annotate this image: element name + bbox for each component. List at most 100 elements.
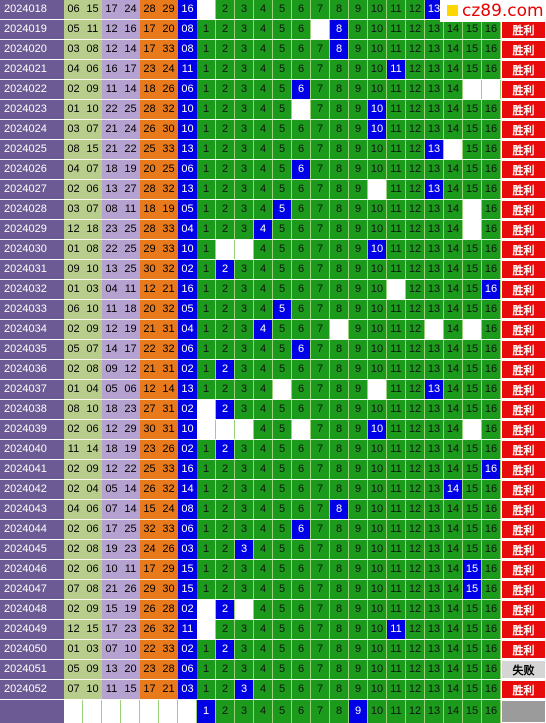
trend-cell: 9: [349, 380, 368, 399]
trend-cell: 10: [368, 80, 387, 99]
trend-cell: 4: [254, 460, 273, 479]
red-ball: 17: [102, 620, 121, 639]
trend-cell: 1: [197, 200, 216, 219]
trend-cell: 14: [444, 180, 463, 199]
issue-number: 2024021: [0, 60, 64, 79]
result-badge: 胜利: [501, 140, 546, 159]
prediction-pick-cell[interactable]: 1: [197, 700, 216, 723]
trend-cell: 10: [368, 360, 387, 379]
blue-ball: 08: [178, 20, 197, 39]
trend-cell: 12: [406, 320, 425, 339]
trend-cell: 9: [349, 200, 368, 219]
trend-cell[interactable]: 12: [406, 700, 425, 723]
trend-cell: 1: [197, 640, 216, 659]
trend-cell: 9: [349, 660, 368, 679]
trend-cell: 4: [254, 420, 273, 439]
trend-cell: 15: [463, 480, 482, 499]
trend-cell: 5: [273, 360, 292, 379]
trend-cell: 11: [387, 120, 406, 139]
prediction-blank-cell: [102, 700, 121, 723]
trend-cell[interactable]: 2: [216, 700, 235, 723]
trend-cell: 14: [444, 500, 463, 519]
trend-cell: 11: [387, 340, 406, 359]
trend-cell[interactable]: 13: [425, 700, 444, 723]
trend-cell: 15: [463, 600, 482, 619]
trend-cell: 12: [406, 680, 425, 699]
trend-cell: [330, 320, 349, 339]
trend-cell[interactable]: 6: [292, 700, 311, 723]
trend-cell: 10: [368, 600, 387, 619]
trend-cell: 8: [330, 60, 349, 79]
trend-cell[interactable]: 14: [444, 700, 463, 723]
trend-cell: 6: [292, 20, 311, 39]
trend-cell: 14: [444, 160, 463, 179]
trend-cell: 12: [406, 200, 425, 219]
trend-cell: 4: [254, 520, 273, 539]
trend-cell: 7: [311, 120, 330, 139]
trend-cell: 15: [463, 660, 482, 679]
site-logo[interactable]: cz89.com: [440, 0, 546, 22]
trend-cell: 2: [216, 540, 235, 559]
red-ball: 21: [159, 280, 178, 299]
red-ball: 17: [121, 60, 140, 79]
trend-cell: 15: [463, 180, 482, 199]
trend-cell: 4: [254, 80, 273, 99]
trend-cell[interactable]: 15: [463, 700, 482, 723]
trend-cell: 2: [216, 660, 235, 679]
trend-cell[interactable]: 7: [311, 700, 330, 723]
trend-cell[interactable]: 11: [387, 700, 406, 723]
result-badge: 胜利: [501, 320, 546, 339]
trend-cell: 3: [235, 640, 254, 659]
trend-cell: 12: [406, 520, 425, 539]
red-ball: 31: [159, 360, 178, 379]
trend-cell: 12: [406, 360, 425, 379]
trend-cell: 3: [235, 0, 254, 19]
blue-hit-cell: 8: [330, 500, 349, 519]
blue-hit-cell: 6: [292, 520, 311, 539]
trend-cell[interactable]: 10: [368, 700, 387, 723]
red-ball: 04: [83, 380, 102, 399]
issue-number: 2024034: [0, 320, 64, 339]
trend-cell: 8: [330, 520, 349, 539]
trend-cell[interactable]: 3: [235, 700, 254, 723]
trend-cell: 14: [444, 40, 463, 59]
trend-cell: 12: [406, 300, 425, 319]
blue-hit-cell: 15: [463, 560, 482, 579]
trend-cell[interactable]: 16: [482, 700, 501, 723]
trend-cell[interactable]: 5: [273, 700, 292, 723]
trend-cell: 11: [387, 0, 406, 19]
red-ball: 04: [83, 480, 102, 499]
trend-cell: 11: [387, 660, 406, 679]
red-ball: 23: [121, 540, 140, 559]
trend-cell: 2: [216, 460, 235, 479]
result-badge: 胜利: [501, 680, 546, 699]
trend-cell: 2: [216, 0, 235, 19]
trend-cell: 14: [444, 240, 463, 259]
blue-ball: 02: [178, 440, 197, 459]
prediction-blank-cell: [159, 700, 178, 723]
trend-cell: 11: [387, 80, 406, 99]
red-ball: 15: [83, 0, 102, 19]
trend-cell: 5: [273, 160, 292, 179]
trend-cell: 9: [349, 480, 368, 499]
blue-ball: 02: [178, 640, 197, 659]
trend-cell: 10: [368, 480, 387, 499]
red-ball: 09: [64, 260, 83, 279]
trend-cell: 12: [406, 620, 425, 639]
red-ball: 08: [64, 140, 83, 159]
trend-cell[interactable]: 4: [254, 700, 273, 723]
trend-cell: 2: [216, 560, 235, 579]
table-row: 2024046 02 06 10 11 17 29 15 1 2 3 4 5 6 7 8 9 10 11 12 13 14…: [0, 560, 546, 580]
blue-hit-cell: 2: [216, 440, 235, 459]
trend-cell[interactable]: 8: [330, 700, 349, 723]
red-ball: 10: [83, 100, 102, 119]
trend-cell: 1: [197, 140, 216, 159]
red-ball: 24: [159, 500, 178, 519]
result-badge: 胜利: [501, 240, 546, 259]
trend-cell: 10: [368, 540, 387, 559]
prediction-pick-cell[interactable]: 9: [349, 700, 368, 723]
red-ball: 29: [140, 240, 159, 259]
prediction-blank-cell: [64, 700, 83, 723]
trend-cell: 7: [311, 360, 330, 379]
trend-cell: 13: [425, 500, 444, 519]
